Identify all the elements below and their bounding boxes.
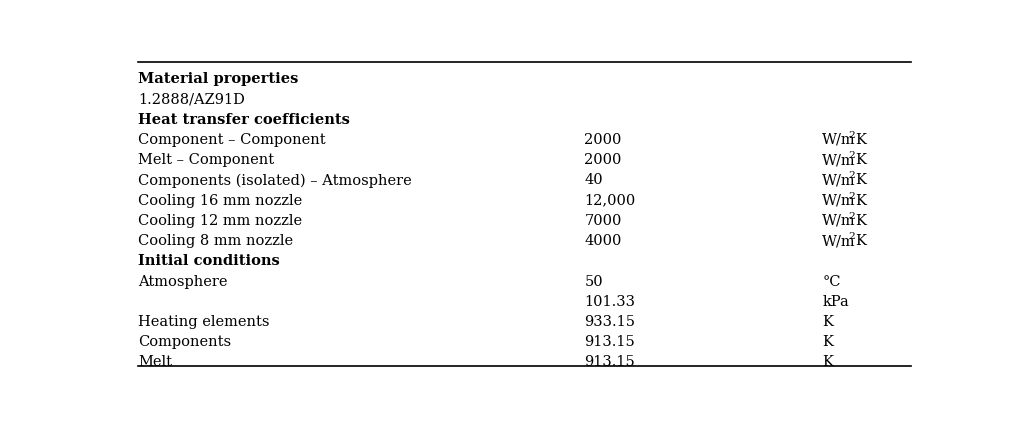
Text: K: K — [856, 193, 866, 208]
Text: Cooling 12 mm nozzle: Cooling 12 mm nozzle — [138, 214, 302, 228]
Text: 913.15: 913.15 — [585, 355, 635, 369]
Text: 913.15: 913.15 — [585, 335, 635, 349]
Text: W/m: W/m — [822, 234, 856, 248]
Text: kPa: kPa — [822, 295, 849, 309]
Text: Melt – Component: Melt – Component — [138, 153, 274, 167]
Text: 4000: 4000 — [585, 234, 622, 248]
Text: Initial conditions: Initial conditions — [138, 254, 281, 268]
Text: Atmosphere: Atmosphere — [138, 274, 227, 288]
Text: 2000: 2000 — [585, 133, 622, 147]
Text: 2000: 2000 — [585, 153, 622, 167]
Text: 2: 2 — [849, 232, 855, 241]
Text: 2: 2 — [849, 131, 855, 140]
Text: W/m: W/m — [822, 214, 856, 228]
Text: W/m: W/m — [822, 173, 856, 187]
Text: 12,000: 12,000 — [585, 193, 636, 208]
Text: W/m: W/m — [822, 153, 856, 167]
Text: Melt: Melt — [138, 355, 172, 369]
Text: Components: Components — [138, 335, 231, 349]
Text: 2: 2 — [849, 151, 855, 160]
Text: K: K — [856, 173, 866, 187]
Text: K: K — [856, 214, 866, 228]
Text: Cooling 16 mm nozzle: Cooling 16 mm nozzle — [138, 193, 302, 208]
Text: 2: 2 — [849, 171, 855, 180]
Text: W/m: W/m — [822, 193, 856, 208]
Text: °C: °C — [822, 274, 841, 288]
Text: K: K — [856, 234, 866, 248]
Text: Components (isolated) – Atmosphere: Components (isolated) – Atmosphere — [138, 173, 412, 188]
Text: 40: 40 — [585, 173, 603, 187]
Text: Material properties: Material properties — [138, 72, 299, 86]
Text: W/m: W/m — [822, 133, 856, 147]
Text: 1.2888/AZ91D: 1.2888/AZ91D — [138, 92, 245, 106]
Text: Heat transfer coefficients: Heat transfer coefficients — [138, 113, 350, 127]
Text: 50: 50 — [585, 274, 603, 288]
Text: 2: 2 — [849, 212, 855, 221]
Text: Component – Component: Component – Component — [138, 133, 326, 147]
Text: 933.15: 933.15 — [585, 315, 635, 329]
Text: Heating elements: Heating elements — [138, 315, 269, 329]
Text: K: K — [822, 335, 834, 349]
Text: K: K — [822, 315, 834, 329]
Text: K: K — [856, 133, 866, 147]
Text: Cooling 8 mm nozzle: Cooling 8 mm nozzle — [138, 234, 294, 248]
Text: K: K — [856, 153, 866, 167]
Text: K: K — [822, 355, 834, 369]
Text: 7000: 7000 — [585, 214, 622, 228]
Text: 2: 2 — [849, 192, 855, 201]
Text: 101.33: 101.33 — [585, 295, 635, 309]
